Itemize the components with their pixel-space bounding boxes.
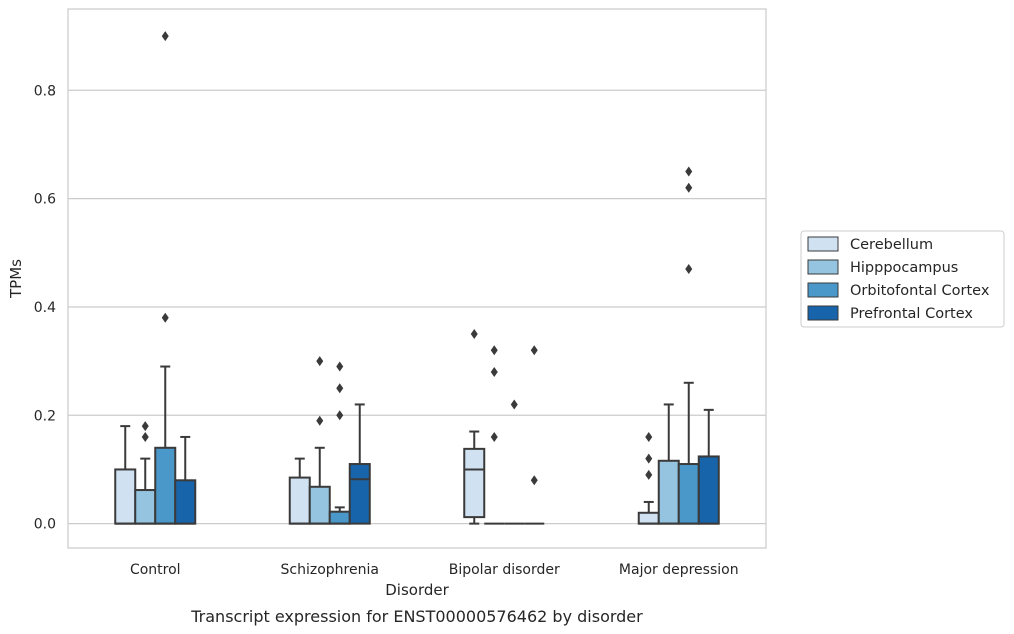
x-tick-label: Bipolar disorder	[449, 562, 560, 578]
legend-swatch	[807, 259, 839, 275]
outlier-point	[141, 421, 149, 432]
y-tick-label: 0.0	[34, 517, 56, 533]
box-prefrontal-cortex-0	[174, 435, 197, 525]
legend-label: Cerebellum	[850, 237, 933, 253]
outlier-point	[645, 431, 653, 442]
outlier-point	[530, 475, 538, 486]
box-hipppocampus-3	[657, 403, 680, 525]
outlier-point	[490, 366, 498, 377]
outlier-point	[685, 264, 693, 275]
box-body	[637, 511, 660, 525]
box-body	[697, 455, 720, 525]
x-tick-label: Major depression	[619, 562, 739, 578]
box-body	[154, 446, 177, 525]
box-body	[677, 463, 700, 525]
box-body	[114, 468, 137, 525]
outlier-point	[470, 329, 478, 340]
y-tick-label: 0.6	[34, 192, 56, 208]
box-hipppocampus-0	[134, 421, 157, 525]
box-cerebellum-0	[114, 425, 137, 525]
outlier-point	[530, 345, 538, 356]
legend-swatch	[807, 236, 839, 252]
box-prefrontal-cortex-2	[524, 345, 545, 525]
box-body	[308, 485, 331, 525]
outlier-point	[161, 312, 169, 323]
box-prefrontal-cortex-3	[697, 408, 720, 525]
outlier-point	[336, 410, 344, 421]
outlier-point	[316, 415, 324, 426]
figure-caption: Transcript expression for ENST0000057646…	[190, 607, 643, 626]
box-plot-layer	[114, 31, 720, 525]
box-hipppocampus-2	[484, 345, 505, 525]
legend-label: Hipppocampus	[850, 260, 958, 276]
legend-swatch	[807, 305, 839, 321]
x-tick-label: Control	[130, 562, 181, 578]
y-axis-title: TPMs	[7, 259, 25, 299]
outlier-point	[161, 31, 169, 42]
box-body	[463, 447, 486, 519]
box-orbitofontal-cortex-1	[328, 361, 351, 525]
y-tick-label: 0.8	[34, 83, 56, 99]
legend-label: Prefrontal Cortex	[850, 306, 973, 322]
x-tick-label: Schizophrenia	[281, 562, 379, 578]
legend: Cerebellum Hipppocampus Orbitofontal Corte…	[800, 230, 1005, 328]
outlier-point	[645, 469, 653, 480]
legend-swatch	[807, 282, 839, 298]
plot-frame	[67, 8, 767, 549]
box-orbitofontal-cortex-0	[154, 31, 177, 525]
box-orbitofontal-cortex-3	[677, 166, 700, 525]
box-orbitofontal-cortex-2	[504, 399, 525, 525]
x-tick-labels: Control Schizophrenia Bipolar disorder Majo…	[130, 562, 739, 578]
box-body	[348, 463, 371, 525]
outlier-point	[141, 431, 149, 442]
outlier-point	[685, 182, 693, 193]
legend-label: Orbitofontal Cortex	[850, 283, 990, 299]
outlier-point	[336, 383, 344, 394]
y-tick-label: 0.4	[34, 300, 56, 316]
outlier-point	[685, 166, 693, 177]
box-cerebellum-3	[637, 431, 660, 525]
box-body	[328, 510, 351, 525]
outlier-point	[510, 399, 518, 410]
y-tick-labels: 0.0 0.2 0.4 0.6 0.8	[34, 83, 56, 532]
outlier-point	[490, 345, 498, 356]
outlier-point	[316, 356, 324, 367]
y-tick-label: 0.2	[34, 408, 56, 424]
box-body	[174, 479, 197, 525]
box-body	[134, 489, 157, 525]
box-body	[288, 476, 311, 525]
box-hipppocampus-1	[308, 356, 331, 525]
legend-frame	[800, 230, 1005, 328]
box-cerebellum-1	[288, 457, 311, 525]
outlier-point	[490, 431, 498, 442]
x-axis-title: Disorder	[385, 581, 449, 599]
box-cerebellum-2	[463, 329, 486, 525]
box-prefrontal-cortex-1	[348, 403, 371, 525]
outlier-point	[645, 453, 653, 464]
outlier-point	[336, 361, 344, 372]
box-body	[657, 459, 680, 525]
